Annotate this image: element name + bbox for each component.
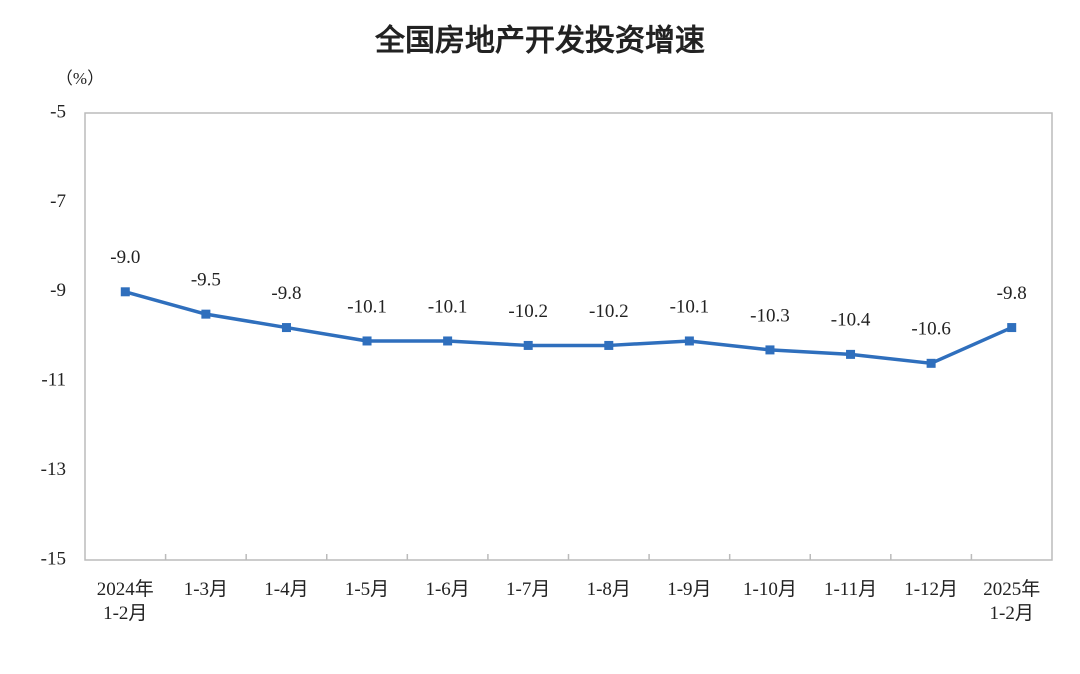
x-tick-label: 2024年 1-2月	[96, 579, 154, 624]
data-point	[1007, 323, 1017, 333]
data-point	[765, 345, 775, 355]
data-label: -10.4	[831, 310, 871, 331]
data-label: -9.5	[191, 270, 221, 291]
data-label: -10.1	[347, 296, 387, 317]
data-point	[120, 287, 130, 297]
x-tick-label: 1-9月	[667, 579, 712, 600]
data-point	[523, 340, 533, 350]
series-line	[124, 290, 1013, 366]
y-tick-label: -7	[50, 191, 66, 212]
data-label: -10.6	[911, 319, 951, 340]
unit-label: （%）	[56, 69, 104, 88]
y-tick-label: -9	[50, 280, 66, 301]
y-tick-label: -11	[41, 370, 66, 391]
data-point	[684, 336, 694, 346]
data-label: -10.2	[589, 301, 629, 322]
data-point	[926, 358, 936, 368]
data-label: -10.1	[670, 296, 710, 317]
plot-frame	[84, 112, 1053, 561]
data-label: -9.8	[271, 283, 301, 304]
data-label: -10.2	[508, 301, 548, 322]
data-label: -10.1	[428, 296, 468, 317]
data-point	[443, 336, 453, 346]
x-tick-label: 1-11月	[823, 579, 878, 600]
data-label: -9.8	[997, 283, 1027, 304]
data-label: -9.0	[110, 247, 140, 268]
data-point	[362, 336, 372, 346]
data-point	[846, 349, 856, 359]
x-tick-label: 1-5月	[344, 579, 390, 600]
x-tick-label: 1-4月	[264, 579, 309, 600]
x-tick-label: 1-12月	[904, 579, 959, 600]
data-label: -10.3	[750, 305, 790, 326]
y-tick-label: -15	[41, 548, 66, 569]
y-tick-label: -13	[41, 459, 66, 480]
x-tick-label: 1-6月	[425, 579, 470, 600]
x-tick-label: 1-7月	[506, 579, 551, 600]
x-tick-label: 1-8月	[586, 579, 631, 600]
x-tick-label: 1-3月	[183, 579, 229, 600]
data-point	[201, 309, 211, 319]
data-point	[604, 340, 614, 350]
chart-title: 全国房地产开发投资增速	[374, 24, 705, 59]
x-tick-label: 2025年 1-2月	[983, 579, 1041, 624]
x-tick-label: 1-10月	[743, 579, 797, 600]
y-tick-label: -5	[50, 101, 66, 122]
data-point	[281, 323, 291, 333]
